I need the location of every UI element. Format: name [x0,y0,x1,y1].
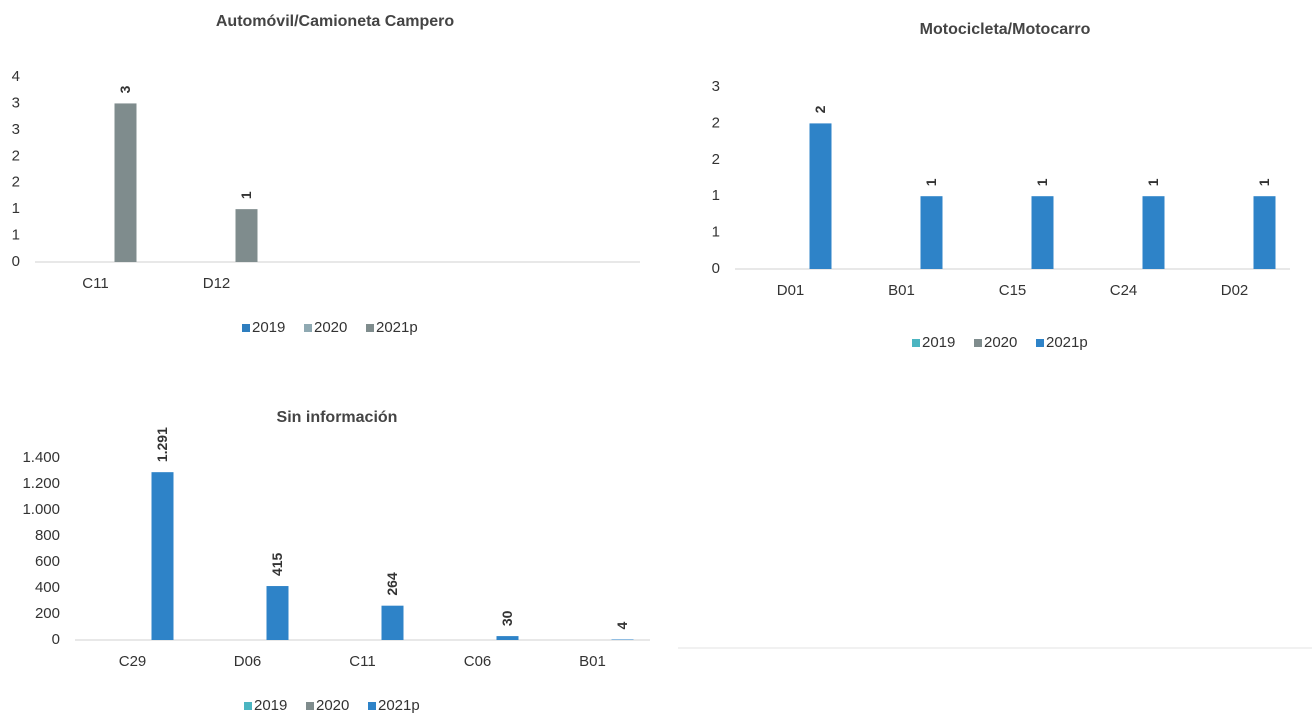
y-tick-label: 400 [35,579,60,596]
y-tick-label: 200 [35,605,60,622]
data-label: 1 [1145,178,1161,186]
y-tick-label: 1 [12,227,20,244]
bar [809,123,832,270]
y-tick-label: 2 [12,147,20,164]
bar [611,639,634,640]
y-tick-label: 4 [12,68,20,85]
legend-swatch [366,324,374,332]
y-tick-label: 2 [712,114,720,131]
y-tick-label: 600 [35,553,60,570]
legend-swatch [304,324,312,332]
legend-label: 2020 [314,319,347,336]
x-tick-label: C11 [82,275,108,292]
legend-swatch [244,702,252,710]
y-tick-label: 0 [712,260,720,277]
bar [1031,196,1054,269]
x-tick-label: B01 [579,653,606,670]
bar [496,636,519,640]
bar [1142,196,1165,269]
x-tick-label: C15 [999,282,1027,299]
y-tick-label: 1.400 [22,449,60,466]
data-label: 3 [117,85,133,93]
bar [266,586,289,640]
y-tick-label: 1 [12,200,20,217]
data-label: 415 [269,552,285,576]
legend-swatch [242,324,250,332]
legend-label: 2019 [254,697,287,714]
data-label: 1 [1034,178,1050,186]
legend-label: 2020 [984,334,1017,351]
legend-swatch [912,339,920,347]
x-tick-label: D12 [203,275,231,292]
y-tick-label: 1 [712,187,720,204]
y-tick-label: 2 [712,151,720,168]
data-label: 1 [923,178,939,186]
data-label: 1 [238,191,254,199]
chart-title: Motocicleta/Motocarro [920,21,1091,38]
legend-swatch [306,702,314,710]
bar [920,196,943,269]
legend-label: 2021p [378,697,420,714]
bar [235,209,258,262]
x-tick-label: C24 [1110,282,1138,299]
data-label: 4 [614,621,630,629]
data-label: 2 [812,105,828,113]
y-tick-label: 1.200 [22,475,60,492]
chart-title: Sin información [277,409,398,426]
bar [1253,196,1276,269]
data-label: 1 [1256,178,1272,186]
x-tick-label: C06 [464,653,492,670]
legend-swatch [974,339,982,347]
legend-label: 2021p [376,319,418,336]
legend-label: 2020 [316,697,349,714]
y-tick-label: 800 [35,527,60,544]
chart-title: Automóvil/Camioneta Campero [216,13,454,30]
bar [151,472,174,640]
bar [114,103,137,262]
x-tick-label: D02 [1221,282,1249,299]
y-tick-label: 0 [12,253,20,270]
legend-label: 2019 [252,319,285,336]
y-tick-label: 1 [712,224,720,241]
y-tick-label: 3 [12,94,20,111]
legend-label: 2021p [1046,334,1088,351]
x-tick-label: C11 [349,653,375,670]
data-label: 1.291 [154,427,170,462]
data-label: 264 [384,572,400,596]
data-label: 30 [499,610,515,626]
legend-label: 2019 [922,334,955,351]
legend-swatch [1036,339,1044,347]
legend-swatch [368,702,376,710]
y-tick-label: 3 [12,121,20,138]
y-tick-label: 2 [12,174,20,191]
bar [381,605,404,640]
y-tick-label: 0 [52,631,60,648]
x-tick-label: D06 [234,653,262,670]
x-tick-label: C29 [119,653,147,670]
y-tick-label: 1.000 [22,501,60,518]
x-tick-label: B01 [888,282,915,299]
y-tick-label: 3 [712,78,720,95]
x-tick-label: D01 [777,282,805,299]
